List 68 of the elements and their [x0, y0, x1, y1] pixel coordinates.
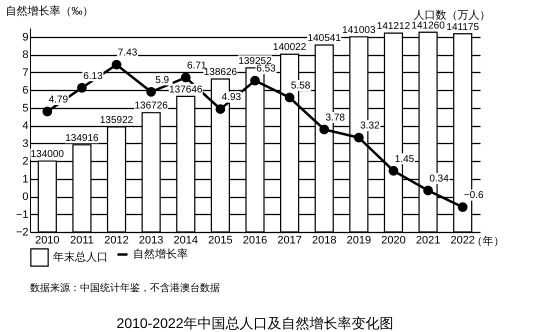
- y-tick-label: 6: [22, 84, 28, 97]
- point: [216, 104, 226, 114]
- y-tick-label: 8: [22, 49, 28, 62]
- data-label: 1.45: [394, 154, 415, 165]
- data-label: 141003: [342, 24, 376, 36]
- legend-label: 自然增长率: [133, 248, 188, 260]
- x-tick-label: 2019: [346, 234, 372, 246]
- y-tick-label: 1: [22, 173, 28, 186]
- x-tick-label: 2021: [416, 234, 440, 246]
- y-tick-label: 7: [22, 66, 28, 79]
- y-tick-label: −1: [16, 208, 28, 221]
- y-tick-label: 9: [22, 31, 28, 44]
- point: [458, 202, 468, 212]
- x-tick-label: 2014: [174, 234, 198, 246]
- data-label: 141175: [446, 22, 480, 33]
- data-label: 6.13: [83, 70, 104, 82]
- data-label: 137646: [169, 84, 203, 96]
- point: [250, 76, 260, 86]
- data-label: 5.58: [290, 80, 311, 92]
- x-tick-label: 2011: [70, 234, 94, 246]
- data-label: 135922: [100, 114, 134, 126]
- data-label: 141212: [376, 21, 411, 32]
- x-tick-label: 2017: [277, 234, 302, 246]
- data-label: 134916: [65, 132, 100, 144]
- data-label: 3.32: [360, 120, 380, 132]
- x-tick-label: 2016: [242, 234, 268, 246]
- point: [146, 86, 156, 97]
- y-tick-label: 3: [22, 138, 28, 150]
- x-tick-label: 2012: [104, 234, 129, 246]
- y2-axis-title: 人口数（万人）: [414, 10, 490, 22]
- x-tick-label: 2015: [208, 234, 233, 246]
- data-label: 6.53: [256, 64, 276, 75]
- point: [423, 186, 433, 196]
- y-axis-title: 自然增长率（‰）: [6, 4, 94, 18]
- y-tick-label: 4: [22, 120, 28, 132]
- point: [77, 82, 87, 93]
- data-label: 0.34: [429, 173, 450, 184]
- y-tick-label: 0: [22, 191, 28, 204]
- point: [354, 132, 364, 142]
- point: [284, 92, 294, 102]
- y-tick-label: −2: [16, 226, 28, 238]
- x-tick-label: 2010: [35, 234, 60, 246]
- data-label: 5.9: [155, 74, 170, 86]
- data-label: 138626: [204, 66, 238, 78]
- data-label: 7.43: [118, 48, 138, 59]
- source-note: 数据来源：中国统计年鉴，不含港澳台数据: [30, 282, 220, 294]
- y-tick-label: 2: [22, 156, 28, 168]
- data-label: 136726: [134, 100, 168, 112]
- point: [180, 72, 191, 82]
- data-label: 4.93: [222, 92, 242, 104]
- data-label: 141260: [411, 20, 446, 32]
- x-tick-label: 2013: [138, 234, 164, 246]
- data-label: 3.78: [325, 112, 346, 124]
- x-tick-label: 2020: [381, 234, 406, 246]
- y-tick-label: 5: [22, 102, 28, 114]
- point: [388, 166, 398, 176]
- data-label: 134000: [30, 149, 64, 160]
- legend-label: 年末总人口: [53, 250, 108, 264]
- point: [42, 106, 52, 116]
- point: [319, 124, 330, 134]
- data-label: 4.79: [48, 94, 68, 106]
- text: 2010-2022年中国总人口及自然增长率变化图: [116, 315, 394, 331]
- x-tick-label: 2022: [450, 234, 475, 246]
- x-tick-label: 2018: [312, 234, 336, 246]
- point: [112, 60, 122, 70]
- data-label: −0.6: [464, 190, 484, 202]
- data-label: 140541: [308, 33, 342, 44]
- data-label: 140022: [272, 42, 307, 54]
